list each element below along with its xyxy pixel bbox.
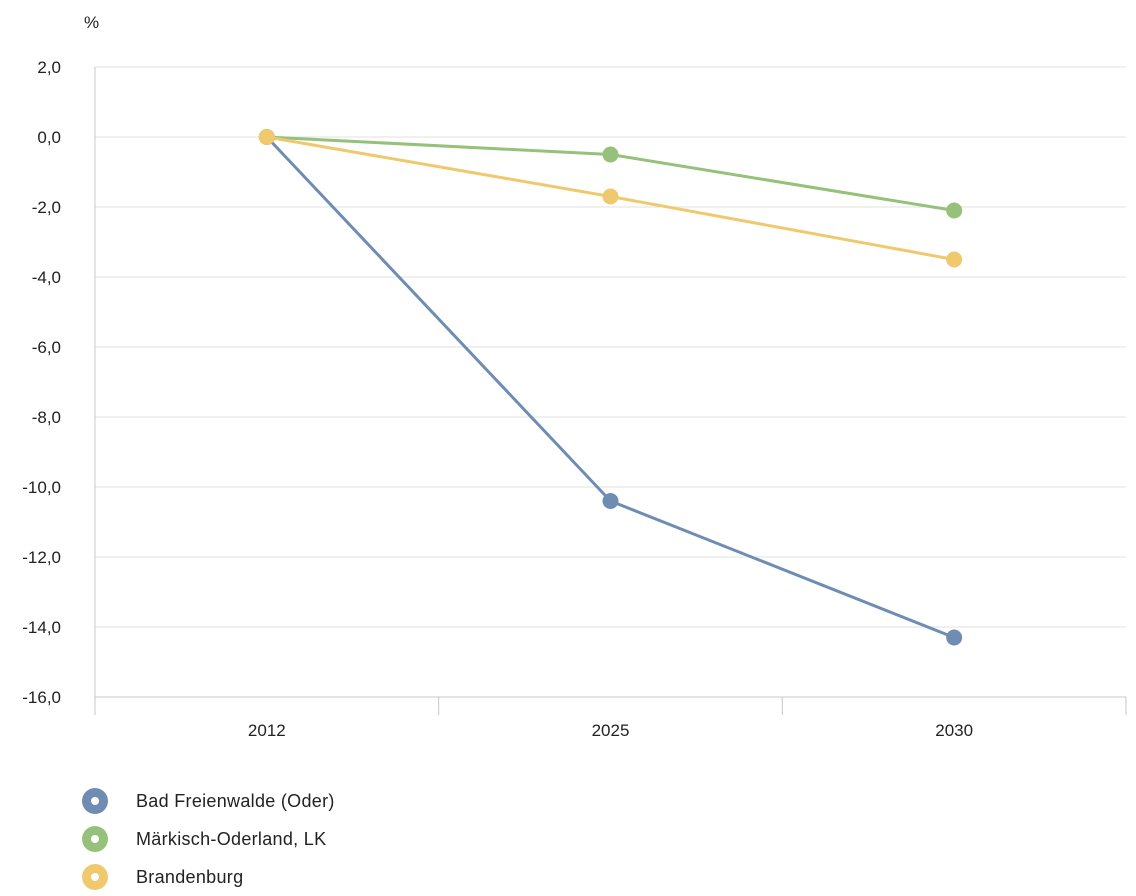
line-chart: % 2,0 0,0 -2,0 -4,0 -6,0 -8,0 -10,0 -12,0 -14,0 -… [22, 13, 1127, 740]
data-point [946, 251, 963, 268]
y-tick-label: -10,0 [22, 478, 61, 497]
data-point [946, 629, 963, 646]
legend-item[interactable]: Märkisch-Oderland, LK [82, 820, 335, 858]
y-tick-label: -4,0 [32, 268, 61, 287]
legend-marker-icon [82, 788, 108, 814]
data-point [258, 129, 275, 145]
y-tick-labels: 2,0 0,0 -2,0 -4,0 -6,0 -8,0 -10,0 -12,0 -14,0 -16… [22, 58, 61, 707]
legend-marker-icon [82, 864, 108, 890]
x-tick-label: 2030 [935, 721, 973, 740]
y-tick-label: 2,0 [37, 58, 61, 77]
data-point [602, 188, 619, 205]
y-tick-label: -2,0 [32, 198, 61, 217]
y-tick-label: -6,0 [32, 338, 61, 357]
legend-label: Märkisch-Oderland, LK [136, 828, 327, 849]
series-line [265, 135, 955, 639]
x-tick-label: 2012 [248, 721, 286, 740]
y-tick-label: -12,0 [22, 548, 61, 567]
y-tick-label: -16,0 [22, 688, 61, 707]
axes [94, 67, 1127, 715]
legend: Bad Freienwalde (Oder) Märkisch-Oderland… [82, 782, 335, 896]
legend-label: Bad Freienwalde (Oder) [136, 790, 335, 811]
x-tick-labels: 2012 2025 2030 [248, 721, 973, 740]
legend-item[interactable]: Brandenburg [82, 858, 335, 896]
legend-item[interactable]: Bad Freienwalde (Oder) [82, 782, 335, 820]
series-lines [265, 135, 955, 639]
legend-marker-icon [82, 826, 108, 852]
y-tick-label: 0,0 [37, 128, 61, 147]
y-unit-label: % [84, 13, 99, 32]
series-points [258, 129, 963, 646]
y-tick-label: -14,0 [22, 618, 61, 637]
data-point [602, 146, 619, 163]
legend-label: Brandenburg [136, 866, 244, 887]
data-point [602, 493, 619, 509]
y-tick-label: -8,0 [32, 408, 61, 427]
x-tick-label: 2025 [592, 721, 630, 740]
data-point [946, 202, 963, 219]
